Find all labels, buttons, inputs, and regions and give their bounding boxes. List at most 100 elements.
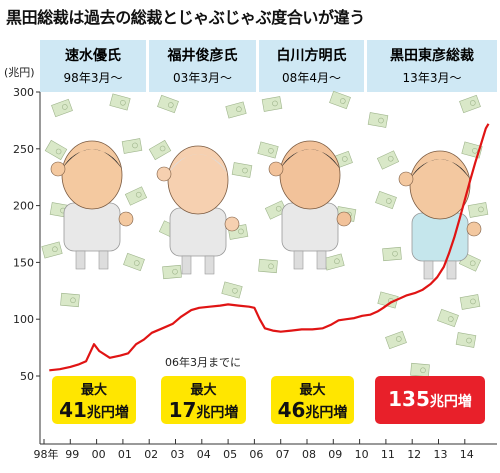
era-name: 福井俊彦氏 — [167, 47, 238, 64]
y-tick-label: 200 — [13, 200, 34, 213]
y-tick-label: 50 — [20, 370, 34, 383]
money-note-body — [375, 190, 397, 210]
portrait-leg — [316, 250, 327, 270]
money-note — [455, 332, 477, 348]
badge-number: 17 — [169, 398, 197, 422]
money-note-seal — [232, 287, 238, 294]
money-note-seal — [52, 246, 58, 253]
money-note-body — [51, 98, 73, 118]
y-tick-label: 250 — [13, 143, 34, 156]
money-note — [60, 292, 80, 308]
money-note-seal — [62, 104, 68, 110]
era-name: 速水優氏 — [65, 47, 121, 64]
money-note — [329, 90, 351, 110]
money-note-body — [121, 138, 143, 154]
x-tick-label: 02 — [144, 448, 158, 461]
era-date: 98年3月〜 — [64, 71, 123, 85]
money-note-body — [225, 101, 247, 119]
money-note-seal — [236, 106, 242, 113]
money-note — [44, 139, 68, 161]
x-tick-label: 12 — [407, 448, 421, 461]
money-note — [323, 253, 345, 271]
money-note-seal — [159, 145, 166, 152]
era-header-band — [367, 40, 497, 92]
money-note-seal — [386, 198, 392, 204]
era-date: 03年3月〜 — [173, 71, 232, 85]
badge-amount: 46兆円増 — [278, 398, 348, 422]
portrait-head — [61, 140, 123, 210]
badge-number: 41 — [59, 398, 87, 422]
x-tick-label: 11 — [381, 448, 395, 461]
money-note-body — [382, 246, 402, 262]
era-header-band — [149, 40, 256, 92]
era-header-band — [259, 40, 364, 92]
x-tick-label: 01 — [118, 448, 132, 461]
money-note-seal — [275, 205, 282, 212]
money-note-body — [323, 253, 345, 271]
y-unit-label: (兆円) — [4, 66, 35, 79]
money-note-body — [123, 252, 145, 272]
portrait-hand — [336, 211, 352, 227]
x-tick-label: 07 — [276, 448, 290, 461]
money-note-seal — [70, 297, 76, 304]
badge-prefix: 最大 — [81, 382, 107, 398]
money-note-seal — [135, 191, 142, 198]
chart-title: 黒田総裁は過去の総裁とじゃぶじゃぶ度合いが違う — [6, 8, 365, 27]
money-note-seal — [478, 206, 484, 213]
money-note-body — [410, 362, 430, 378]
money-note — [377, 291, 399, 309]
money-note-body — [385, 330, 407, 350]
money-note-seal — [242, 167, 248, 174]
x-tick-label: 09 — [328, 448, 342, 461]
growth-badge — [375, 376, 485, 424]
money-note — [124, 186, 148, 206]
money-note-body — [329, 90, 351, 110]
badge-suffix: 兆円増 — [87, 404, 129, 421]
money-note — [367, 112, 389, 128]
money-note — [382, 246, 402, 262]
money-note-body — [124, 186, 148, 206]
x-tick-label: 13 — [434, 448, 448, 461]
portrait-body — [169, 207, 227, 257]
badge-suffix: 兆円増 — [305, 404, 347, 421]
portrait-leg — [446, 260, 457, 280]
portrait-head — [279, 140, 341, 210]
era-date: 08年4月〜 — [282, 71, 341, 85]
growth-badge — [271, 376, 354, 424]
money-note-body — [221, 281, 243, 299]
money-note-body — [459, 94, 481, 114]
money-note-seal — [420, 367, 426, 374]
portrait-leg — [423, 260, 434, 280]
governor-portrait — [398, 150, 482, 280]
portrait-hair — [410, 159, 470, 179]
money-note-body — [455, 332, 477, 348]
badge-amount: 17兆円増 — [169, 398, 239, 422]
portrait-leg — [98, 250, 109, 270]
x-tick-label: 99 — [65, 448, 79, 461]
badge-prefix: 最大 — [299, 382, 325, 398]
money-note-seal — [392, 250, 398, 257]
money-note-seal — [470, 100, 476, 106]
badge-prefix: 最大 — [190, 382, 216, 398]
money-note-seal — [132, 142, 138, 149]
money-note — [162, 264, 182, 280]
badge-suffix: 兆円増 — [430, 393, 472, 410]
annotation-06-march: 06年3月までに — [165, 355, 241, 369]
growth-badge — [52, 376, 136, 424]
money-note-seal — [334, 258, 340, 265]
money-note — [231, 162, 253, 178]
money-note — [51, 98, 73, 118]
money-note-body — [258, 258, 278, 274]
money-note-seal — [55, 148, 62, 155]
money-note-body — [467, 202, 489, 218]
x-tick-label: 03 — [171, 448, 185, 461]
money-note-body — [148, 139, 172, 161]
y-tick-label: 100 — [13, 313, 34, 326]
badge-number: 135 — [388, 387, 430, 411]
portrait-leg — [293, 250, 304, 270]
money-note-body — [376, 150, 400, 170]
governor-portrait — [156, 145, 240, 275]
y-tick-label: 300 — [13, 86, 34, 99]
money-note-seal — [168, 102, 174, 108]
x-tick-label: 06 — [249, 448, 263, 461]
